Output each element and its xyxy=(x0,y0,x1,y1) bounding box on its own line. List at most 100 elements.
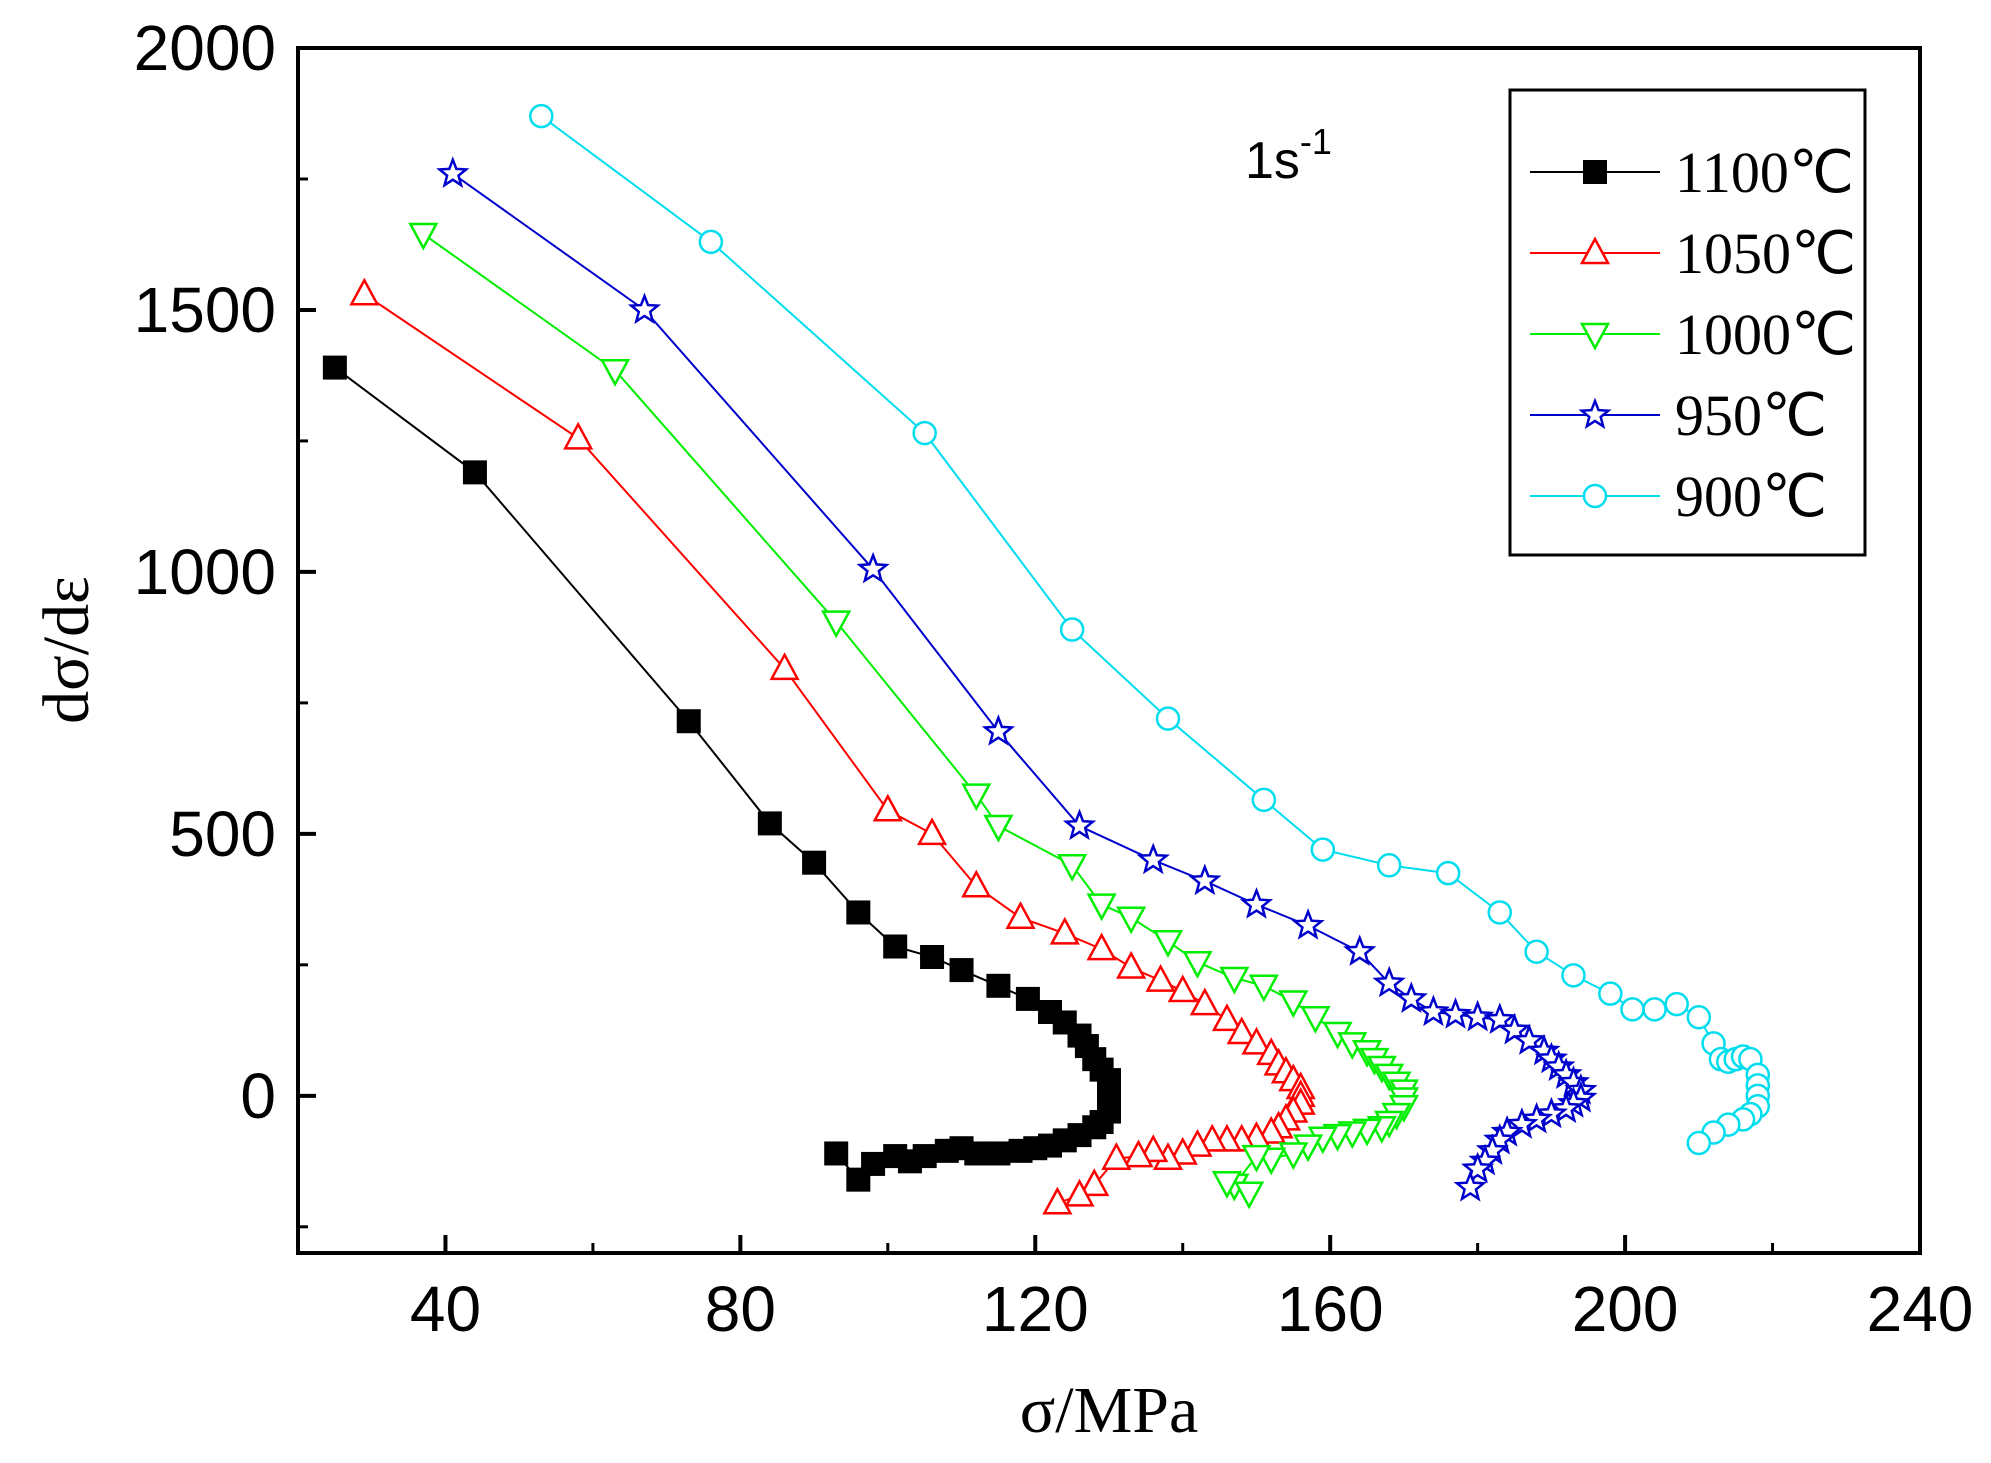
rate-annotation-sup: -1 xyxy=(1300,121,1332,162)
series-1-point-36 xyxy=(1101,1142,1132,1170)
rate-annotation: 1s-1 xyxy=(1245,121,1332,190)
series-3 xyxy=(436,156,1598,1202)
series-1-point-11 xyxy=(1167,974,1198,1003)
series-1-point-10 xyxy=(1145,963,1176,992)
series-3-line xyxy=(452,172,1582,1188)
series-3-point-2 xyxy=(856,551,890,584)
series-1-point-35 xyxy=(1123,1139,1154,1168)
series-3-point-0 xyxy=(436,156,470,188)
series-3-point-12 xyxy=(1416,994,1450,1027)
series-1-point-8 xyxy=(1086,932,1117,961)
series-4-point-31 xyxy=(1686,1130,1712,1156)
series-0-point-8 xyxy=(949,958,974,983)
series-2-point-0 xyxy=(408,222,439,251)
series-3-point-27 xyxy=(1534,1096,1569,1129)
legend-label-4: 900℃ xyxy=(1675,464,1827,529)
series-4-point-0 xyxy=(529,103,554,129)
series-1-point-37 xyxy=(1079,1168,1110,1197)
series-0-point-10 xyxy=(1015,986,1040,1011)
series-4-point-12 xyxy=(1598,981,1623,1006)
y-tick-label-2000: 2000 xyxy=(134,12,276,84)
x-tick-label-160: 160 xyxy=(1277,1273,1384,1345)
series-0-point-7 xyxy=(920,944,945,969)
series-2-point-5 xyxy=(1057,854,1088,882)
series-0-point-4 xyxy=(802,850,827,875)
legend-marker-4 xyxy=(1582,483,1608,509)
series-4-point-8 xyxy=(1435,860,1461,886)
series-0-point-3 xyxy=(757,811,782,836)
legend-label-2: 1000℃ xyxy=(1675,302,1856,367)
series-2-point-11 xyxy=(1248,974,1279,1003)
y-tick-label-500: 500 xyxy=(169,798,276,870)
series-0-point-1 xyxy=(462,460,487,485)
series-3-point-26 xyxy=(1549,1091,1583,1124)
series-0-point-9 xyxy=(986,973,1011,998)
series-0-point-0 xyxy=(322,355,347,380)
series-0-point-34 xyxy=(883,1144,908,1169)
series-4-point-15 xyxy=(1664,991,1689,1017)
series-2-point-34 xyxy=(1241,1144,1272,1173)
series-2-point-10 xyxy=(1219,966,1250,995)
series-1-point-3 xyxy=(872,793,903,822)
series-0-point-37 xyxy=(824,1141,849,1166)
series-1-point-13 xyxy=(1211,1003,1243,1032)
series-2-point-4 xyxy=(983,814,1014,843)
series-4-point-2 xyxy=(912,420,937,446)
series-3-point-6 xyxy=(1188,863,1222,896)
y-tick-label-0: 0 xyxy=(240,1060,276,1132)
series-2-point-2 xyxy=(821,610,852,639)
series-3-point-13 xyxy=(1438,997,1473,1029)
series-4-point-7 xyxy=(1376,853,1402,878)
series-3-point-3 xyxy=(981,714,1016,746)
series-4-point-16 xyxy=(1686,1004,1712,1030)
y-tick-label-1500: 1500 xyxy=(134,274,276,346)
series-0-point-36 xyxy=(846,1167,871,1192)
legend-label-1: 1050℃ xyxy=(1675,221,1856,286)
axes: 40 80 120 160 200 240 0 500 1000 1500 2000 xyxy=(134,12,1974,1345)
series-2-point-1 xyxy=(599,358,631,387)
series-3-point-14 xyxy=(1460,999,1495,1032)
series-layer xyxy=(322,103,1771,1215)
series-2-point-32 xyxy=(1278,1142,1309,1171)
series-2-point-6 xyxy=(1086,893,1117,922)
series-3-point-11 xyxy=(1394,981,1428,1014)
x-axis-title: σ/MPa xyxy=(1020,1374,1199,1447)
series-1-point-9 xyxy=(1116,950,1147,979)
series-2-point-12 xyxy=(1278,990,1309,1019)
legend-label-0: 1100℃ xyxy=(1675,140,1854,205)
series-3-point-7 xyxy=(1239,887,1274,919)
series-3-point-4 xyxy=(1062,808,1097,841)
series-0-line xyxy=(334,366,1110,1182)
series-1-point-15 xyxy=(1241,1026,1272,1055)
series-4-point-1 xyxy=(698,229,724,255)
legend: 1100℃ 1050℃ 1000℃ 950℃ 900℃ xyxy=(1508,88,1867,557)
series-2-point-3 xyxy=(961,783,992,812)
series-2-point-8 xyxy=(1152,930,1184,958)
series-1-point-7 xyxy=(1049,916,1080,945)
legend-label-3: 950℃ xyxy=(1675,383,1827,448)
x-tick-label-80: 80 xyxy=(705,1273,776,1345)
y-axis-title: dσ/dε xyxy=(30,576,103,724)
series-4-point-5 xyxy=(1251,787,1277,813)
series-2 xyxy=(408,222,1420,1210)
series-4-point-14 xyxy=(1642,997,1667,1022)
series-1-point-6 xyxy=(1005,901,1036,929)
series-1-point-31 xyxy=(1182,1128,1213,1157)
series-2-point-36 xyxy=(1233,1181,1265,1210)
series-1-point-14 xyxy=(1226,1016,1257,1045)
series-0-point-28 xyxy=(986,1141,1011,1166)
series-1 xyxy=(349,277,1316,1215)
series-4-point-13 xyxy=(1620,997,1645,1022)
series-3-point-10 xyxy=(1372,965,1406,998)
series-3-point-34 xyxy=(1460,1151,1495,1184)
series-0-point-5 xyxy=(846,900,871,925)
series-0-point-2 xyxy=(676,709,701,734)
legend-box xyxy=(1508,88,1867,557)
series-0-point-6 xyxy=(883,934,908,959)
series-4-point-9 xyxy=(1487,900,1513,925)
legend-marker-0 xyxy=(1583,160,1607,184)
series-0 xyxy=(322,355,1121,1192)
series-1-point-4 xyxy=(916,817,948,846)
series-3-point-8 xyxy=(1291,908,1325,940)
series-1-point-0 xyxy=(349,277,380,306)
